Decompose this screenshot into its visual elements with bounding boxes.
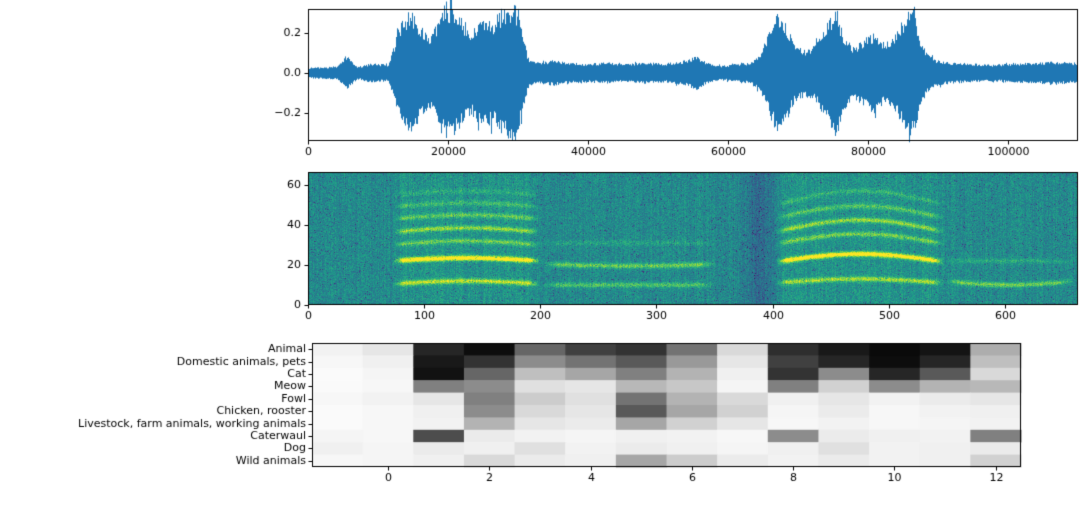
spectrogram-subplot bbox=[0, 160, 1092, 332]
tag-heatmap-subplot bbox=[0, 332, 1092, 505]
waveform-subplot bbox=[0, 0, 1092, 160]
